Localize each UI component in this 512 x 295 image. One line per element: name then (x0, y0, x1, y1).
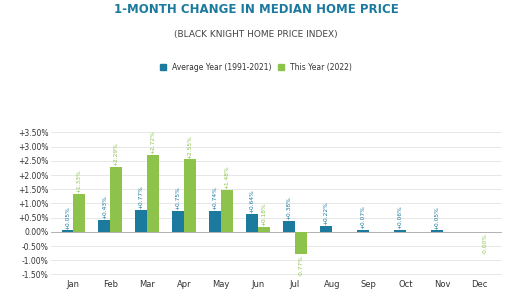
Text: +0.64%: +0.64% (250, 189, 254, 213)
Text: +0.43%: +0.43% (102, 195, 107, 219)
Text: +0.05%: +0.05% (65, 206, 70, 230)
Text: +0.07%: +0.07% (360, 205, 366, 229)
Bar (258, 227, 270, 232)
Text: +0.74%: +0.74% (212, 186, 218, 210)
Bar (184, 159, 196, 232)
Text: 1-MONTH CHANGE IN MEDIAN HOME PRICE: 1-MONTH CHANGE IN MEDIAN HOME PRICE (114, 3, 398, 16)
Bar (295, 232, 307, 254)
Text: +0.05%: +0.05% (434, 206, 439, 230)
Legend: Average Year (1991-2021), This Year (2022): Average Year (1991-2021), This Year (202… (160, 63, 352, 72)
Bar (98, 220, 110, 232)
Bar (135, 210, 147, 232)
Bar (283, 221, 295, 232)
Bar (431, 230, 443, 232)
Bar (320, 226, 332, 232)
Bar (246, 214, 258, 232)
Bar (209, 211, 221, 232)
Text: +0.18%: +0.18% (262, 202, 266, 226)
Text: +1.48%: +1.48% (224, 165, 229, 189)
Bar (61, 230, 73, 232)
Bar (221, 190, 233, 232)
Bar (73, 194, 85, 232)
Bar (173, 211, 184, 232)
Text: +2.55%: +2.55% (187, 135, 193, 158)
Text: +2.29%: +2.29% (114, 142, 119, 166)
Text: +0.38%: +0.38% (287, 196, 291, 220)
Text: +0.75%: +0.75% (176, 186, 181, 210)
Text: +0.06%: +0.06% (397, 206, 402, 229)
Text: -0.77%: -0.77% (298, 255, 303, 276)
Text: -0.00%: -0.00% (483, 233, 488, 254)
Bar (394, 230, 406, 232)
Bar (357, 230, 369, 232)
Text: +0.77%: +0.77% (139, 185, 144, 209)
Text: +0.22%: +0.22% (324, 201, 329, 225)
Text: +2.72%: +2.72% (151, 130, 156, 154)
Bar (110, 167, 122, 232)
Bar (147, 155, 159, 232)
Text: (BLACK KNIGHT HOME PRICE INDEX): (BLACK KNIGHT HOME PRICE INDEX) (174, 30, 338, 39)
Text: +1.33%: +1.33% (77, 169, 82, 193)
